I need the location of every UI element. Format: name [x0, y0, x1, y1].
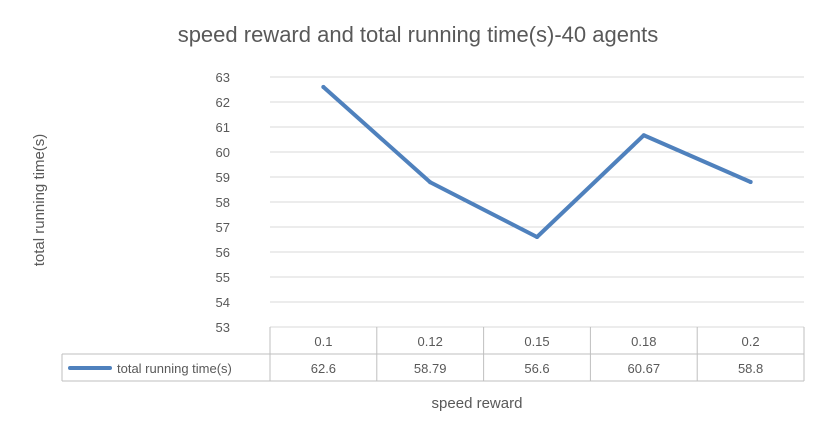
- data-point: [321, 85, 326, 89]
- y-tick-label: 58: [216, 195, 230, 210]
- table-value-label: 62.6: [311, 361, 336, 376]
- y-tick-label: 56: [216, 245, 230, 260]
- gridlines: [270, 76, 804, 328]
- x-axis-title: speed reward: [432, 395, 523, 412]
- x-category-label: 0.18: [631, 334, 656, 349]
- y-tick-label: 63: [216, 70, 230, 85]
- data-table: 0.1 0.12 0.15 0.18 0.2: [61, 327, 805, 382]
- data-point: [748, 180, 753, 184]
- table-value-label: 58.8: [738, 361, 763, 376]
- legend-label: total running time(s): [117, 361, 232, 376]
- series-line: [321, 85, 753, 239]
- data-point: [641, 133, 646, 138]
- chart-title: speed reward and total running time(s)-4…: [178, 22, 659, 47]
- y-axis-title: total running time(s): [31, 134, 48, 267]
- data-point: [428, 180, 433, 185]
- y-tick-label: 55: [216, 270, 230, 285]
- series-layer: total running time(s) 62.6 58.79 56.6 60.67 5…: [68, 85, 763, 376]
- table-value-label: 60.67: [628, 361, 661, 376]
- y-tick-label: 60: [216, 145, 230, 160]
- y-tick-label: 54: [216, 295, 230, 310]
- x-category-label: 0.12: [418, 334, 443, 349]
- table-value-label: 58.79: [414, 361, 447, 376]
- y-axis-ticks: 53 54 55 56 57 58 59 60 61 62 63: [216, 70, 230, 335]
- y-tick-label: 62: [216, 95, 230, 110]
- y-tick-label: 57: [216, 220, 230, 235]
- table-value-label: 56.6: [524, 361, 549, 376]
- y-tick-label: 53: [216, 320, 230, 335]
- x-category-label: 0.1: [314, 334, 332, 349]
- data-point: [535, 235, 539, 239]
- x-category-label: 0.15: [524, 334, 549, 349]
- y-tick-label: 61: [216, 120, 230, 135]
- x-category-label: 0.2: [742, 334, 760, 349]
- y-tick-label: 59: [216, 170, 230, 185]
